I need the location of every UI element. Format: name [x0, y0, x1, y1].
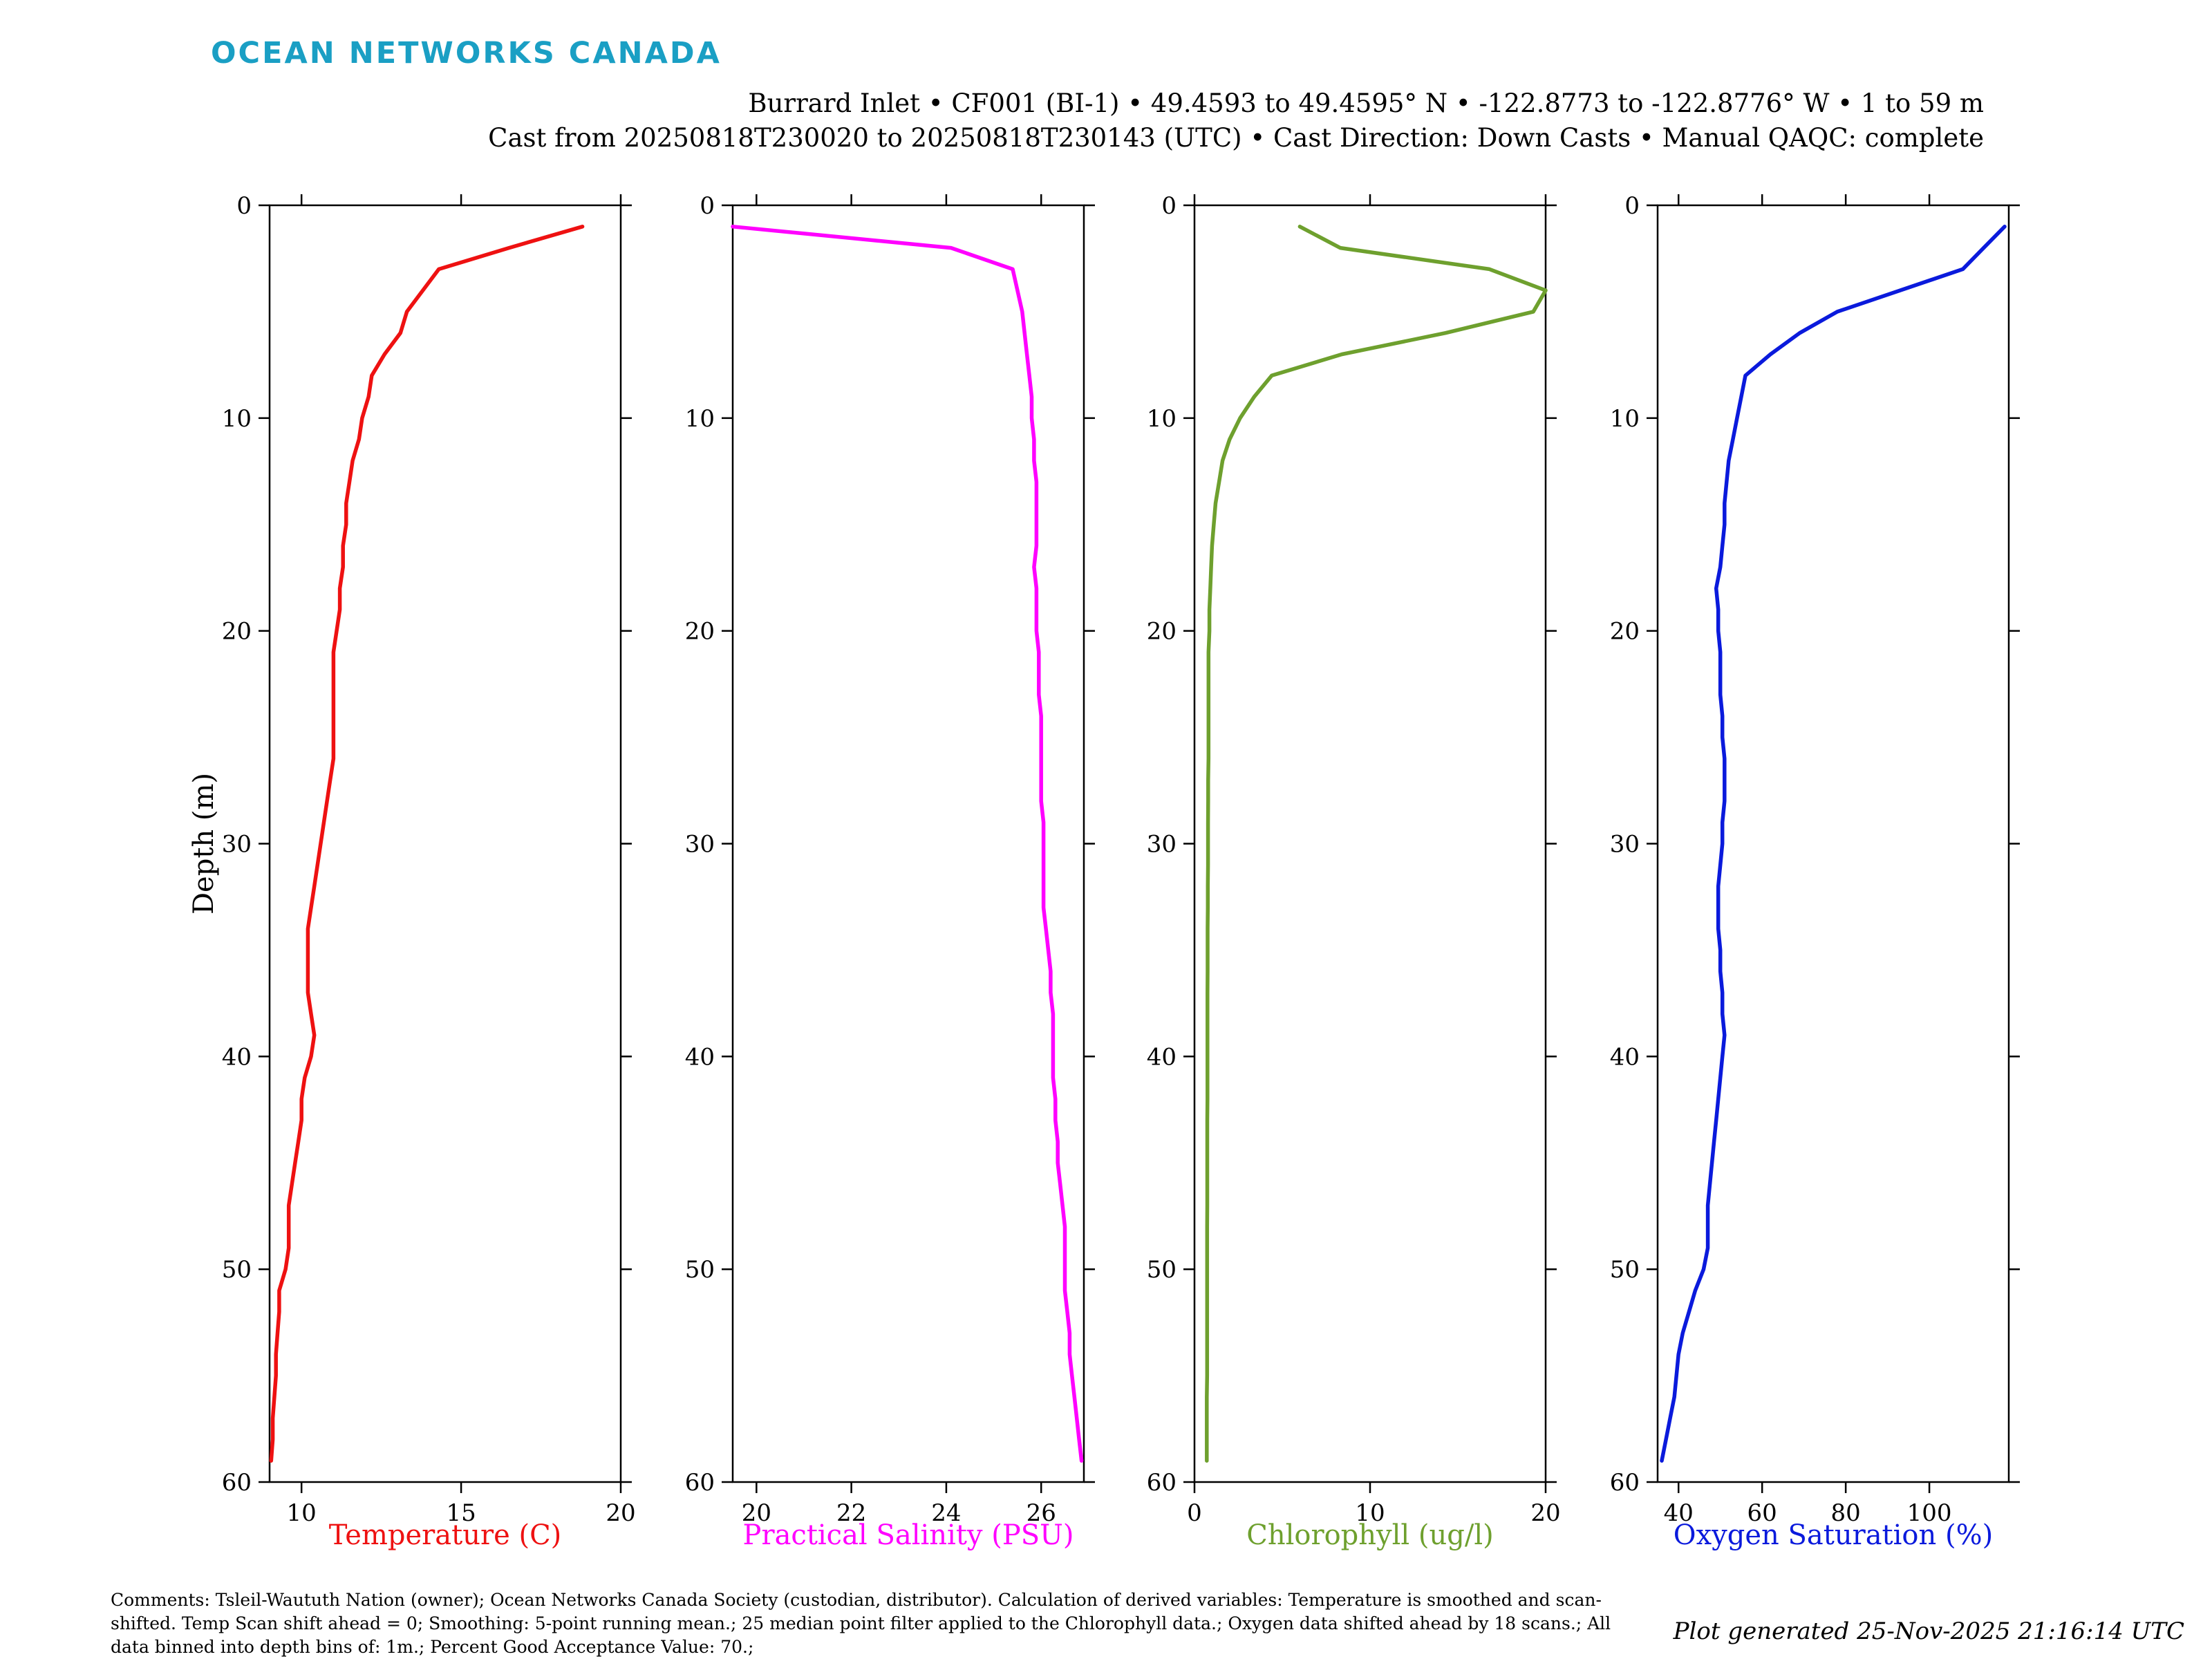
- x-axis-label: Oxygen Saturation (%): [1674, 1519, 1993, 1551]
- x-tick-label: 40: [1664, 1499, 1694, 1527]
- y-tick-label: 0: [1624, 192, 1640, 220]
- x-tick-label: 24: [931, 1499, 961, 1527]
- y-axis-label: Depth (m): [188, 773, 220, 915]
- y-tick-label: 60: [1147, 1469, 1177, 1497]
- y-tick-label: 50: [1610, 1256, 1640, 1284]
- plot-frame-3: [1193, 204, 1547, 1483]
- y-tick-label: 20: [685, 618, 715, 646]
- y-tick-label: 40: [1147, 1043, 1177, 1071]
- y-tick-label: 40: [222, 1043, 252, 1071]
- y-tick-label: 50: [1147, 1256, 1177, 1284]
- y-tick-label: 10: [222, 405, 252, 433]
- y-tick-label: 50: [222, 1256, 252, 1284]
- y-tick-label: 40: [1610, 1043, 1640, 1071]
- series-line-1: [269, 225, 585, 1463]
- x-tick-label: 10: [287, 1499, 317, 1527]
- y-tick-label: 50: [685, 1256, 715, 1284]
- x-axis-label: Practical Salinity (PSU): [743, 1519, 1074, 1551]
- y-tick-label: 60: [222, 1469, 252, 1497]
- x-tick-label: 0: [1187, 1499, 1202, 1527]
- x-axis-label: Chlorophyll (ug/l): [1246, 1519, 1494, 1551]
- y-tick-label: 10: [1147, 405, 1177, 433]
- x-tick-label: 20: [606, 1499, 635, 1527]
- x-tick-label: 60: [1747, 1499, 1777, 1527]
- y-tick-label: 20: [222, 618, 252, 646]
- y-tick-label: 0: [700, 192, 715, 220]
- y-tick-label: 0: [1161, 192, 1177, 220]
- y-tick-label: 30: [222, 831, 252, 859]
- x-tick-label: 100: [1907, 1499, 1952, 1527]
- y-tick-label: 60: [1610, 1469, 1640, 1497]
- y-tick-label: 20: [1147, 618, 1177, 646]
- x-tick-label: 20: [1530, 1499, 1560, 1527]
- comments-footnote: Comments: Tsleil-Waututh Nation (owner);…: [111, 1590, 1611, 1657]
- plot-generated-timestamp: Plot generated 25-Nov-2025 21:16:14 UTC: [1673, 1618, 2184, 1645]
- plot-frame-4: [1656, 204, 2010, 1483]
- ocean-networks-canada-logo: OCEAN NETWORKS CANADA: [211, 36, 722, 71]
- x-tick-label: 15: [446, 1499, 476, 1527]
- plot-subtitle-cast: Cast from 20250818T230020 to 20250818T23…: [488, 123, 1984, 153]
- y-tick-label: 10: [1610, 405, 1640, 433]
- y-tick-label: 10: [685, 405, 715, 433]
- x-tick-label: 20: [742, 1499, 771, 1527]
- x-tick-label: 80: [1831, 1499, 1861, 1527]
- y-tick-label: 30: [1610, 831, 1640, 859]
- plot-subtitle-location: Burrard Inlet • CF001 (BI-1) • 49.4593 t…: [748, 88, 1984, 118]
- x-axis-label: Temperature (C): [329, 1519, 562, 1551]
- y-tick-label: 30: [1147, 831, 1177, 859]
- y-tick-label: 20: [1610, 618, 1640, 646]
- series-line-2: [731, 225, 1084, 1463]
- x-tick-label: 26: [1027, 1499, 1056, 1527]
- y-tick-label: 40: [685, 1043, 715, 1071]
- x-tick-label: 10: [1355, 1499, 1385, 1527]
- x-tick-label: 22: [836, 1499, 866, 1527]
- series-line-3: [1205, 225, 1548, 1463]
- y-tick-label: 30: [685, 831, 715, 859]
- y-tick-label: 0: [236, 192, 252, 220]
- series-line-4: [1660, 225, 2007, 1463]
- y-tick-label: 60: [685, 1469, 715, 1497]
